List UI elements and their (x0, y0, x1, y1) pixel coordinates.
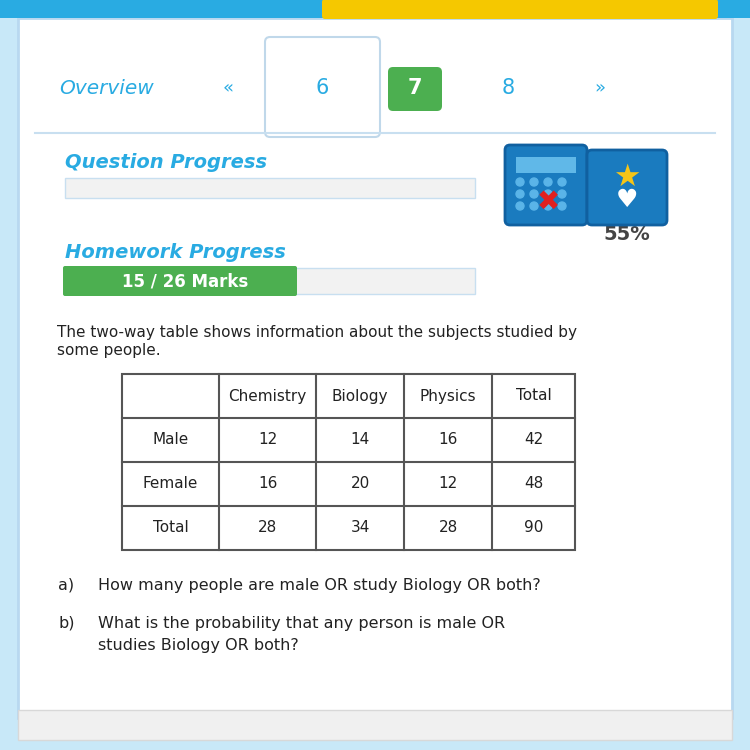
Text: 28: 28 (258, 520, 278, 536)
Text: b): b) (58, 616, 74, 631)
Text: 15 / 26 Marks: 15 / 26 Marks (122, 272, 248, 290)
FancyBboxPatch shape (505, 145, 587, 225)
Text: 7: 7 (408, 78, 422, 98)
Text: Physics: Physics (420, 388, 476, 404)
Text: What is the probability that any person is male OR: What is the probability that any person … (98, 616, 506, 631)
Text: Chemistry: Chemistry (228, 388, 307, 404)
Text: Male: Male (152, 433, 189, 448)
Circle shape (558, 190, 566, 198)
Circle shape (544, 190, 552, 198)
Text: 16: 16 (258, 476, 278, 491)
Circle shape (530, 202, 538, 210)
Bar (65, 268, 475, 294)
Text: »: » (595, 79, 605, 97)
Text: How many people are male OR study Biology OR both?: How many people are male OR study Biolog… (98, 578, 541, 593)
FancyBboxPatch shape (322, 0, 718, 19)
Text: «: « (223, 79, 233, 97)
Text: Overview: Overview (60, 79, 154, 98)
Text: 12: 12 (258, 433, 278, 448)
Text: 90: 90 (524, 520, 543, 536)
Bar (122, 374, 575, 550)
Circle shape (530, 178, 538, 186)
Text: 6: 6 (315, 78, 328, 98)
FancyBboxPatch shape (587, 150, 667, 225)
Text: 48: 48 (524, 476, 543, 491)
FancyBboxPatch shape (265, 37, 380, 137)
Text: The two-way table shows information about the subjects studied by: The two-way table shows information abou… (57, 325, 577, 340)
Text: Total: Total (516, 388, 551, 404)
Circle shape (516, 178, 524, 186)
FancyBboxPatch shape (63, 266, 297, 296)
Text: Biology: Biology (332, 388, 388, 404)
Text: 16: 16 (438, 433, 458, 448)
Text: Question Progress: Question Progress (65, 154, 267, 173)
Text: 28: 28 (438, 520, 458, 536)
Text: 34: 34 (350, 520, 370, 536)
Circle shape (516, 190, 524, 198)
Circle shape (516, 202, 524, 210)
Text: Homework Progress: Homework Progress (65, 244, 286, 262)
Text: Total: Total (153, 520, 188, 536)
Text: a): a) (58, 578, 74, 593)
Text: 42: 42 (524, 433, 543, 448)
FancyBboxPatch shape (388, 67, 442, 111)
Bar (18, 710, 732, 740)
Circle shape (558, 202, 566, 210)
Text: 55%: 55% (604, 226, 650, 245)
Bar (0, 0, 750, 18)
Circle shape (558, 178, 566, 186)
Text: ★: ★ (614, 163, 640, 191)
Circle shape (530, 190, 538, 198)
Circle shape (544, 202, 552, 210)
Bar (65, 178, 475, 198)
Text: Female: Female (142, 476, 198, 491)
Circle shape (544, 178, 552, 186)
Text: 20: 20 (350, 476, 370, 491)
Text: 12: 12 (438, 476, 458, 491)
Bar (516, 157, 576, 173)
Text: ✖: ✖ (536, 188, 560, 216)
Text: studies Biology OR both?: studies Biology OR both? (98, 638, 298, 653)
Text: 8: 8 (502, 78, 515, 98)
Text: some people.: some people. (57, 343, 160, 358)
Text: 14: 14 (350, 433, 370, 448)
Text: ♥: ♥ (616, 188, 638, 212)
